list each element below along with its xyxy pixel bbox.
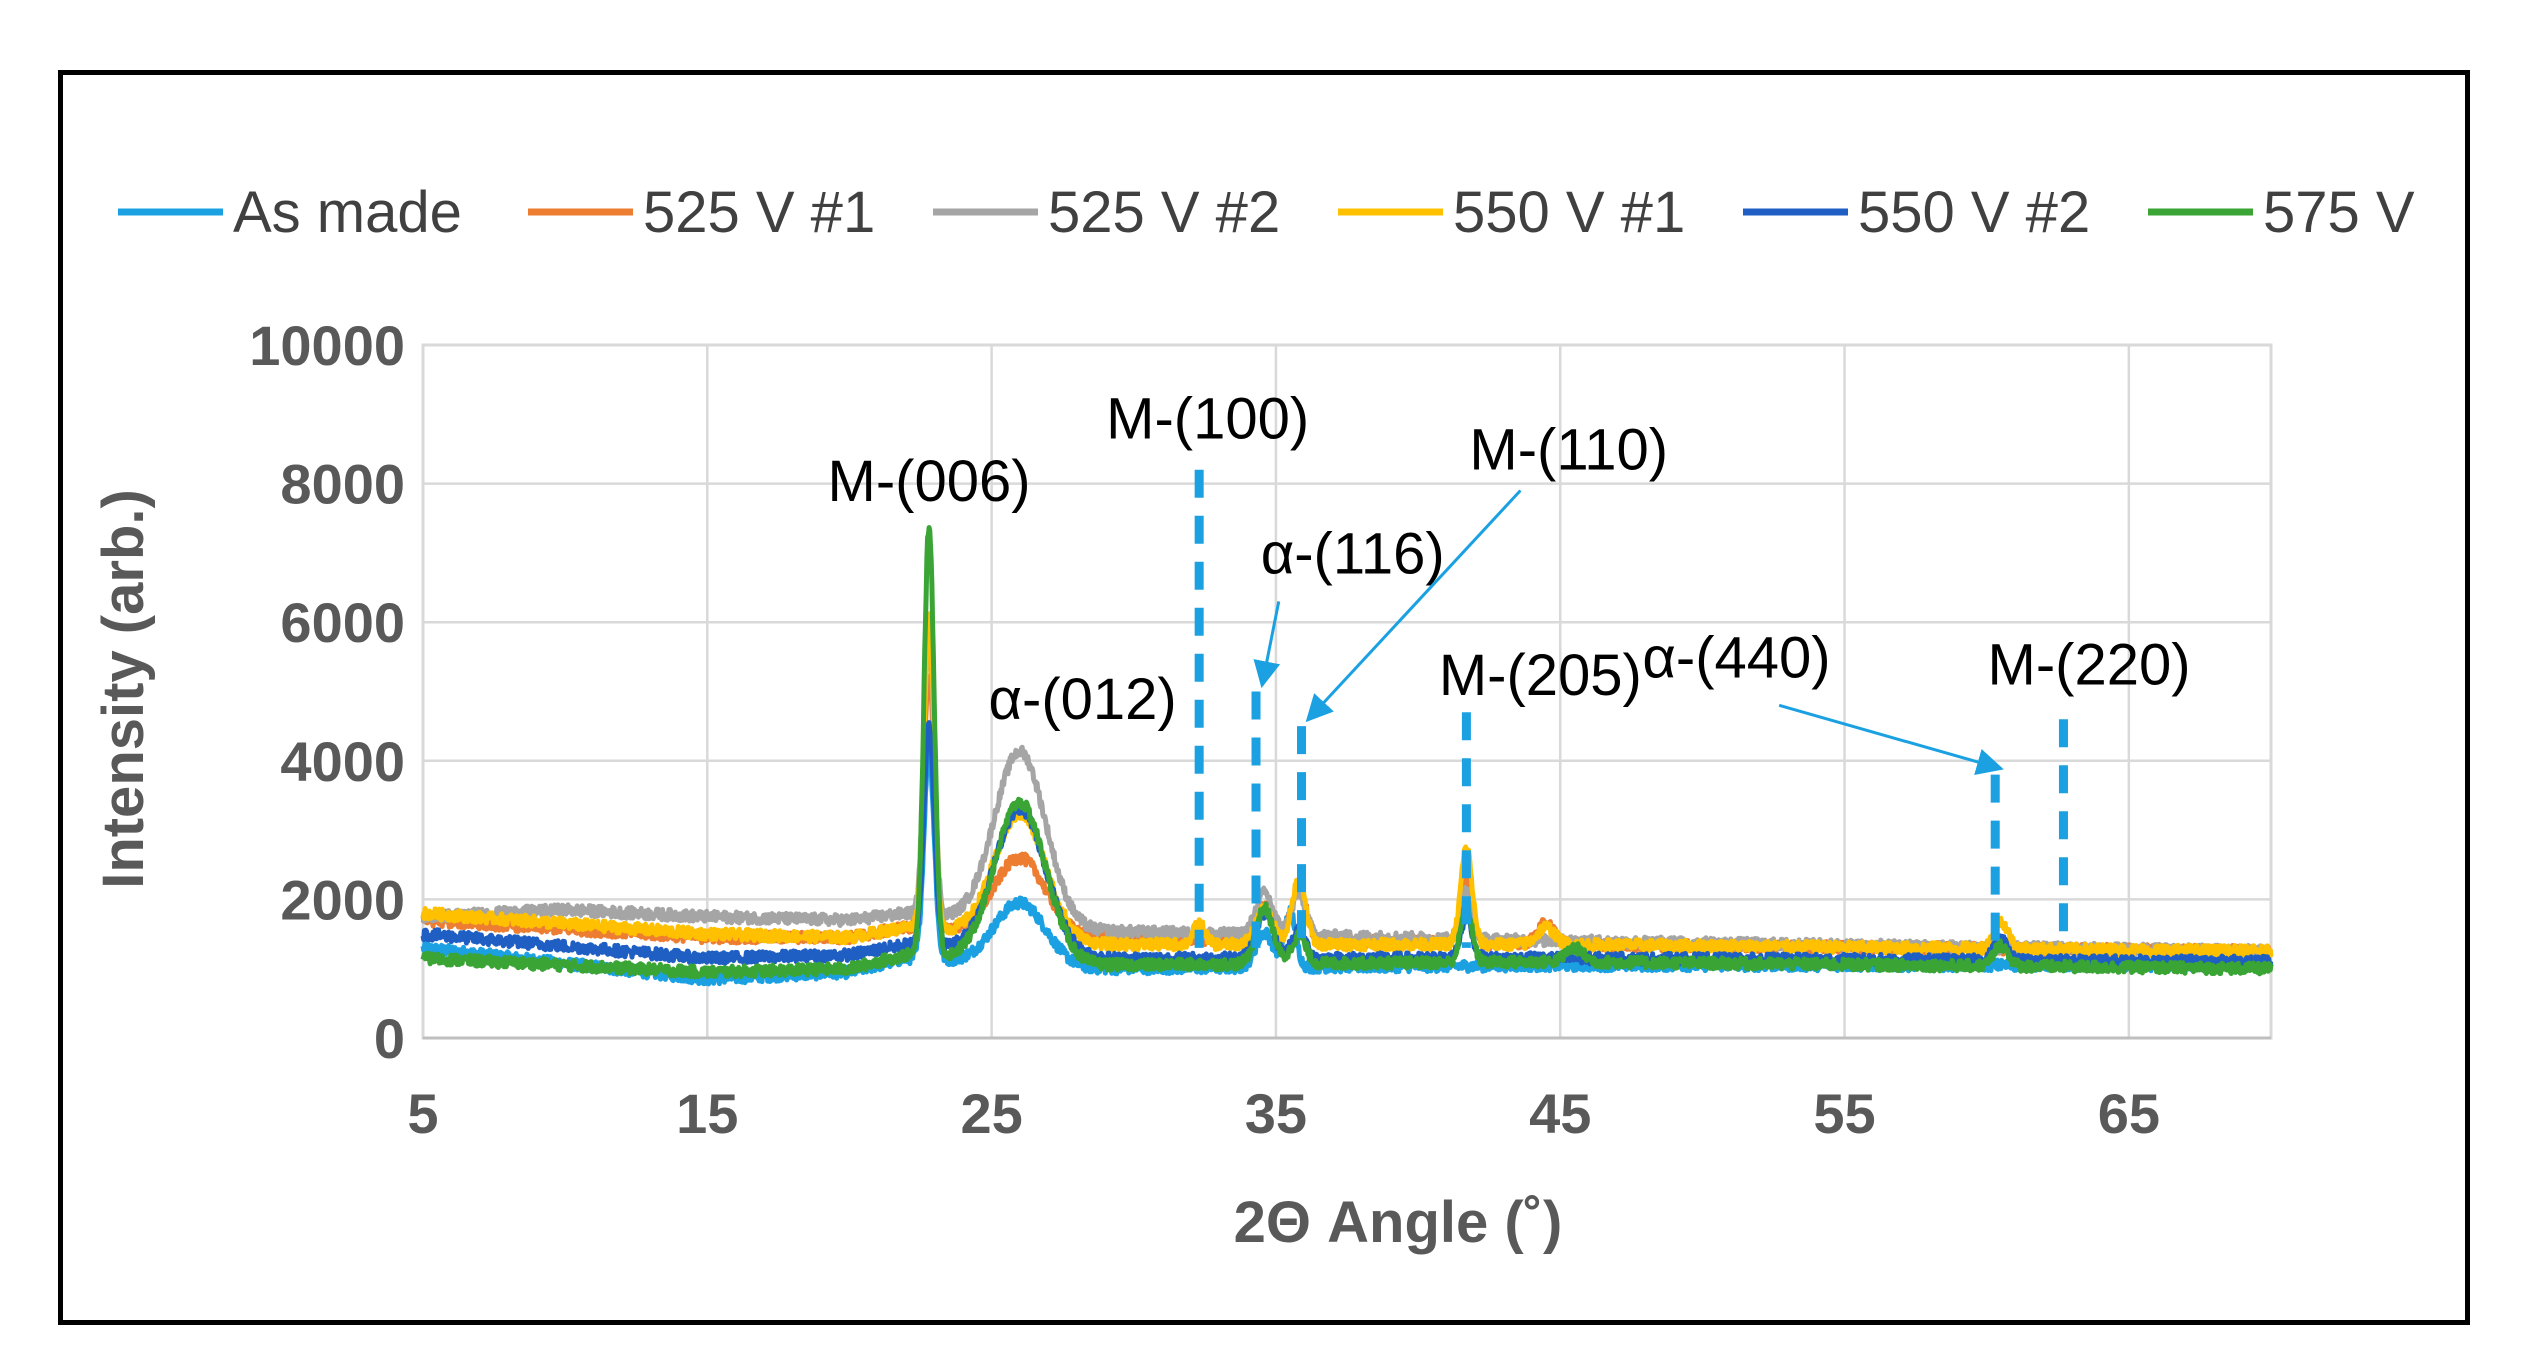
x-tick-label: 35 [1245, 1082, 1307, 1145]
x-tick-label: 55 [1813, 1082, 1875, 1145]
x-axis-title: 2Θ Angle (˚) [1234, 1190, 1563, 1255]
y-tick-label: 10000 [249, 314, 405, 377]
legend-entry: 550 V #1 [1453, 180, 1685, 245]
series-line [420, 611, 2274, 960]
peak-label: α-(116) [1261, 522, 1445, 587]
x-tick-label: 5 [407, 1082, 438, 1145]
chart-frame: As made 525 V #1 525 V #2 550 V #1 550 V #2 5… [58, 70, 2470, 1325]
x-tick-label: 15 [676, 1082, 738, 1145]
y-tick-label: 4000 [280, 730, 405, 793]
annotations: M-(006) α-(012) M-(100) α-(116) M-(110) M-(20… [828, 387, 2191, 948]
peak-label: M-(006) [828, 449, 1031, 514]
peak-label: M-(110) [1469, 418, 1668, 483]
annotation-arrow [1305, 489, 1522, 723]
legend-entry: 525 V #1 [643, 180, 875, 245]
y-tick-label: 8000 [280, 453, 405, 516]
axes: 5 15 25 35 45 55 65 0 2000 4000 6000 8000 10000 [249, 314, 2271, 1145]
peak-label: α-(012) [988, 667, 1176, 732]
legend-entry: As made [233, 180, 462, 245]
y-axis-title: Intensity (arb.) [91, 489, 156, 889]
peak-label: M-(100) [1106, 387, 1309, 452]
x-tick-label: 65 [2098, 1082, 2160, 1145]
legend-entry: 525 V #2 [1048, 180, 1280, 245]
x-tick-label: 45 [1529, 1082, 1591, 1145]
y-tick-label: 2000 [280, 868, 405, 931]
legend: As made 525 V #1 525 V #2 550 V #1 550 V #2 5… [118, 180, 2415, 245]
peak-label: α-(440) [1642, 626, 1830, 691]
series-line [420, 525, 2274, 980]
annotation-arrow [1253, 601, 1281, 689]
y-tick-label: 0 [374, 1007, 405, 1070]
x-tick-label: 25 [960, 1082, 1022, 1145]
legend-entry: 550 V #2 [1858, 180, 2090, 245]
legend-entry: 575 V [2263, 180, 2415, 245]
series-layer [420, 525, 2274, 987]
annotation-arrow [1778, 703, 2004, 775]
peak-label: M-(220) [1988, 633, 2191, 698]
y-tick-label: 6000 [280, 591, 405, 654]
xrd-chart: As made 525 V #1 525 V #2 550 V #1 550 V #2 5… [91, 180, 2415, 1255]
peak-label: M-(205) [1439, 643, 1642, 708]
